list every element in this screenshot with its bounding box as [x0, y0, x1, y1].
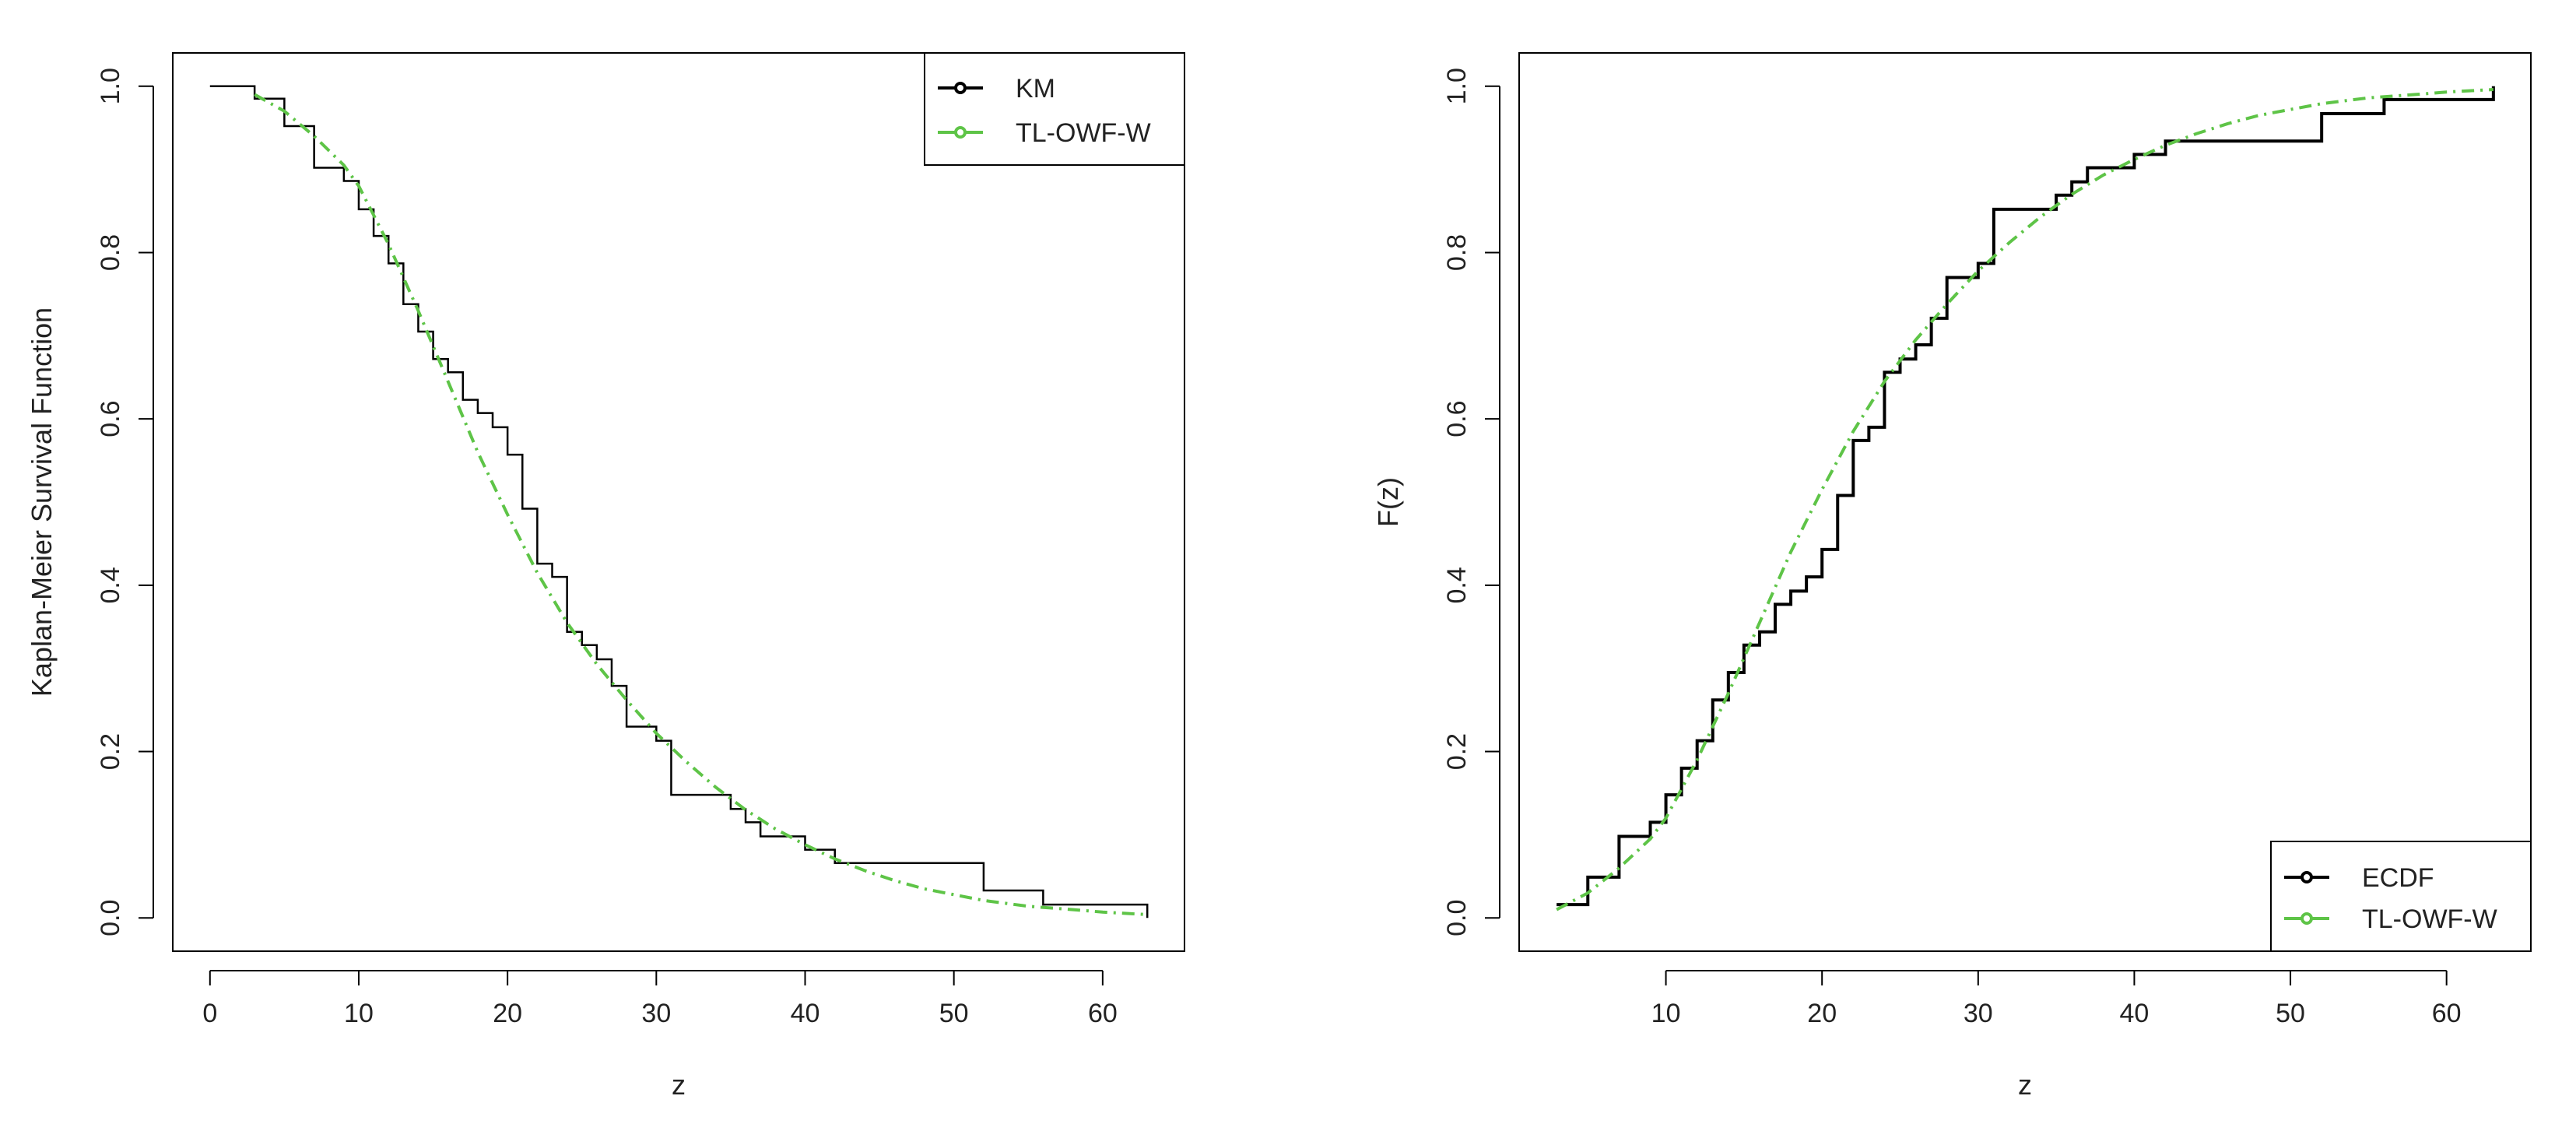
legend-label-tl-owf-w: TL-OWF-W	[1016, 118, 1151, 148]
x-tick-label: 60	[1088, 999, 1118, 1028]
x-tick-label: 0	[202, 999, 217, 1028]
x-tick-label: 30	[1964, 999, 1993, 1028]
x-tick-label: 30	[641, 999, 671, 1028]
legend: ECDF TL-OWF-W	[2270, 841, 2532, 952]
y-tick-label: 0.6	[96, 401, 125, 437]
plot-frame	[1518, 52, 2532, 952]
x-axis-label: z	[2018, 1069, 2032, 1101]
y-tick-label: 0.2	[1442, 733, 1472, 770]
chart-panel-km: 0 10 20 30 40 50 60 0.0 0.2 0.4 0.6 0.8 1.0 z Kaplan…	[26, 52, 1185, 1101]
x-tick-label: 40	[2120, 999, 2150, 1028]
y-tick-label: 0.8	[96, 234, 125, 271]
y-tick-label: 0.4	[1442, 567, 1472, 603]
x-axis-label: z	[672, 1069, 686, 1101]
series-tl-owf-w-line	[1556, 88, 2494, 911]
y-tick-label: 0.0	[96, 900, 125, 936]
legend: KM TL-OWF-W	[924, 52, 1185, 166]
x-tick-label: 60	[2432, 999, 2462, 1028]
x-tick-label: 40	[791, 999, 820, 1028]
series-km-line	[209, 85, 1149, 919]
legend-label-km: KM	[1016, 74, 1055, 104]
legend-marker-km	[954, 82, 967, 94]
y-tick-label: 1.0	[1442, 68, 1472, 104]
y-tick-label: 1.0	[96, 68, 125, 104]
y-tick-label: 0.0	[1442, 900, 1472, 936]
plot-frame	[172, 52, 1185, 952]
legend-box	[2270, 841, 2532, 952]
legend-marker-tl-owf-w	[954, 126, 967, 139]
y-tick-label: 0.4	[96, 567, 125, 603]
chart-panel-ecdf: 10 20 30 40 50 60 0.0 0.2 0.4 0.6 0.8 1.0 z F(z) EC…	[1372, 52, 2532, 1101]
axes: 10 20 30 40 50 60 0.0 0.2 0.4 0.6 0.8 1.0	[1442, 68, 2462, 1028]
series-layer	[209, 85, 1149, 919]
y-axis-label: F(z)	[1372, 477, 1404, 527]
legend-label-tl-owf-w: TL-OWF-W	[2362, 904, 2497, 934]
y-tick-label: 0.6	[1442, 401, 1472, 437]
x-tick-label: 10	[1651, 999, 1681, 1028]
y-axis-label: Kaplan-Meier Survival Function	[26, 307, 58, 697]
y-tick-label: 0.2	[96, 733, 125, 770]
legend-box	[924, 52, 1185, 166]
axes: 0 10 20 30 40 50 60 0.0 0.2 0.4 0.6 0.8 1.0	[96, 68, 1118, 1028]
series-tl-owf-w-line	[254, 93, 1148, 916]
legend-label-ecdf: ECDF	[2362, 863, 2434, 893]
x-tick-label: 20	[493, 999, 522, 1028]
x-tick-label: 20	[1807, 999, 1837, 1028]
x-tick-label: 10	[344, 999, 374, 1028]
x-tick-label: 50	[2276, 999, 2305, 1028]
y-tick-label: 0.8	[1442, 234, 1472, 271]
legend-marker-tl-owf-w	[2301, 912, 2313, 925]
legend-marker-ecdf	[2301, 871, 2313, 883]
series-layer	[1556, 86, 2495, 911]
x-tick-label: 50	[939, 999, 969, 1028]
